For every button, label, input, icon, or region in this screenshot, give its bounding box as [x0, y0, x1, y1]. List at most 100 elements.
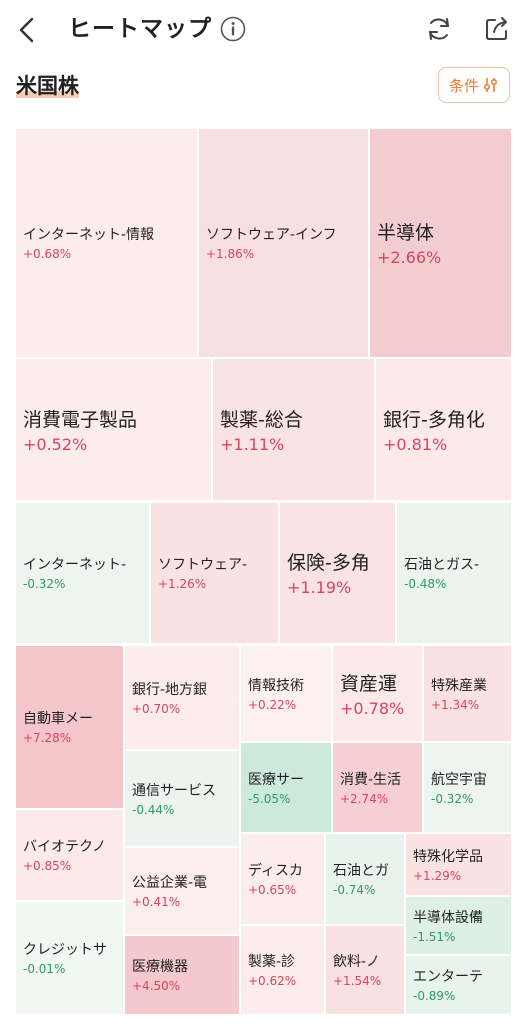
heatmap-tile[interactable]: ディスカ +0.65% [241, 834, 324, 924]
tile-name: 石油とガス- [404, 557, 480, 573]
heatmap-tile[interactable]: エンターテ -0.89% [406, 956, 511, 1014]
tile-change: -0.01% [23, 962, 66, 976]
heatmap-tile[interactable]: インターネット-情報 +0.68% [16, 129, 197, 357]
tile-change: -0.32% [23, 577, 66, 591]
tile-change: +1.54% [333, 974, 382, 988]
heatmap-tile[interactable]: ソフトウェア- +1.26% [151, 503, 278, 643]
heatmap-tile[interactable]: 製薬-診 +0.62% [241, 926, 324, 1014]
tile-name: ソフトウェア- [158, 557, 248, 573]
tile-change: +2.66% [377, 248, 442, 267]
tile-name: インターネット- [23, 557, 127, 573]
tile-change: +2.74% [340, 792, 389, 806]
tile-change: +0.62% [248, 974, 297, 988]
tile-change: +1.29% [413, 869, 462, 883]
tile-name: 情報技術 [248, 678, 304, 694]
heatmap-tile[interactable]: 石油とガス- -0.48% [397, 503, 511, 643]
share-icon [486, 17, 507, 40]
tile-change: +1.86% [206, 247, 255, 261]
heatmap-tile[interactable]: 資産運 +0.78% [333, 646, 422, 741]
tile-name: ディスカ [248, 863, 304, 879]
tile-change: +0.81% [383, 435, 448, 454]
info-icon[interactable] [220, 16, 246, 42]
heatmap-tile[interactable]: 消費電子製品 +0.52% [16, 359, 211, 500]
tile-name: 自動車メー [23, 711, 93, 727]
heatmap-tile[interactable]: 通信サービス -0.44% [125, 751, 239, 846]
chevron-left-icon [19, 17, 34, 43]
tile-name: 飲料-ノ [333, 954, 381, 970]
heatmap-tile[interactable]: 銀行-多角化 +0.81% [376, 359, 511, 500]
tile-change: +1.11% [220, 435, 285, 454]
heatmap-tile[interactable]: 半導体 +2.66% [370, 129, 511, 357]
tile-name: 石油とガ [333, 863, 389, 879]
share-button[interactable] [482, 14, 512, 44]
sliders-icon [483, 78, 498, 92]
heatmap-tile[interactable]: 飲料-ノ +1.54% [326, 926, 404, 1014]
refresh-button[interactable] [424, 14, 454, 44]
tile-name: 資産運 [340, 673, 398, 695]
heatmap-tile[interactable]: 公益企業-電 +0.41% [125, 848, 239, 934]
top-bar: ヒートマップ [0, 0, 527, 60]
tile-change: +1.26% [158, 577, 207, 591]
tile-change: +0.22% [248, 698, 297, 712]
heatmap-tile[interactable]: 医療サー -5.05% [241, 743, 331, 832]
market-title-text: 米国株 [16, 74, 79, 98]
tile-name: ソフトウェア-インフ [206, 227, 337, 243]
tile-change: -0.48% [404, 577, 447, 591]
tile-name: 消費-生活 [340, 772, 402, 788]
tile-change: +0.85% [23, 859, 72, 873]
tile-change: -1.51% [413, 930, 456, 944]
tile-change: -5.05% [248, 792, 291, 806]
tile-name: 消費電子製品 [23, 409, 138, 431]
heatmap-tile[interactable]: 半導体設備 -1.51% [406, 897, 511, 954]
heatmap-tile[interactable]: バイオテクノ +0.85% [16, 810, 123, 900]
heatmap-tile[interactable]: 航空宇宙 -0.32% [424, 743, 511, 832]
tile-change: +0.68% [23, 247, 72, 261]
condition-filter-button[interactable]: 条件 [438, 67, 510, 103]
tile-name: 医療サー [248, 772, 304, 788]
heatmap-tile[interactable]: 特殊産業 +1.34% [424, 646, 511, 741]
tile-name: 半導体 [377, 222, 435, 244]
heatmap-tile[interactable]: 保険-多角 +1.19% [280, 503, 395, 643]
tile-name: 半導体設備 [413, 910, 483, 926]
tile-name: 保険-多角 [287, 552, 370, 574]
tile-name: 特殊産業 [431, 678, 487, 694]
tile-name: インターネット-情報 [23, 227, 155, 243]
heatmap-tile[interactable]: 石油とガ -0.74% [326, 834, 404, 924]
market-title: 米国株 [16, 72, 79, 100]
tile-change: -0.44% [132, 803, 175, 817]
tile-change: +0.41% [132, 895, 181, 909]
heatmap-tile[interactable]: インターネット- -0.32% [16, 503, 149, 643]
heatmap-tile[interactable]: ソフトウェア-インフ +1.86% [199, 129, 368, 357]
heatmap-tile[interactable]: 自動車メー +7.28% [16, 646, 123, 808]
tile-change: +7.28% [23, 731, 72, 745]
tile-name: クレジットサ [23, 942, 107, 958]
heatmap-tile[interactable]: 製薬-総合 +1.11% [213, 359, 374, 500]
tile-change: +4.50% [132, 979, 181, 993]
heatmap-tile[interactable]: 医療機器 +4.50% [125, 936, 239, 1014]
heatmap-tile[interactable]: 特殊化学品 +1.29% [406, 834, 511, 895]
tile-name: 製薬-診 [248, 954, 296, 970]
page-title: ヒートマップ [68, 16, 212, 42]
tile-name: 航空宇宙 [431, 772, 487, 788]
tile-name: 公益企業-電 [132, 875, 208, 891]
tile-change: +0.70% [132, 702, 181, 716]
condition-label: 条件 [448, 76, 479, 95]
tile-name: 銀行-多角化 [383, 409, 485, 431]
heatmap-tile[interactable]: クレジットサ -0.01% [16, 902, 123, 1014]
back-button[interactable] [14, 14, 42, 46]
tile-change: +1.34% [431, 698, 480, 712]
tile-change: -0.89% [413, 989, 456, 1003]
tile-name: 通信サービス [132, 783, 216, 799]
tile-name: 製薬-総合 [220, 409, 303, 431]
heatmap-tile[interactable]: 情報技術 +0.22% [241, 646, 331, 741]
tile-change: +0.78% [340, 699, 405, 718]
tile-name: バイオテクノ [23, 839, 107, 855]
tile-change: +0.52% [23, 435, 88, 454]
heatmap-tile[interactable]: 銀行-地方銀 +0.70% [125, 646, 239, 749]
tile-name: 銀行-地方銀 [132, 682, 208, 698]
tile-change: -0.74% [333, 883, 376, 897]
tile-change: +0.65% [248, 883, 297, 897]
tile-name: エンターテ [413, 969, 483, 985]
heatmap-tile[interactable]: 消費-生活 +2.74% [333, 743, 422, 832]
